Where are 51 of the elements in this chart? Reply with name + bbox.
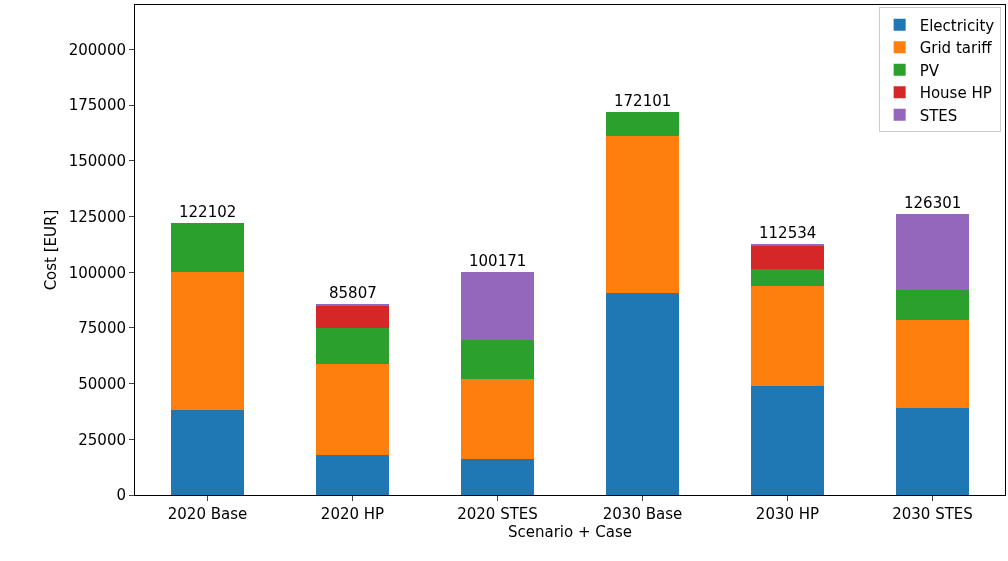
x-tick-label: 2030 HP — [755, 505, 820, 523]
total-label: 85807 — [329, 284, 377, 302]
bar — [171, 272, 244, 411]
bar — [461, 271, 534, 341]
y-tick-label: 150000 — [68, 152, 126, 171]
total-label: 126301 — [904, 194, 962, 212]
total-label: 112534 — [759, 224, 817, 242]
legend-label: Grid tariff — [919, 39, 993, 58]
y-axis-title: Cost [EUR] — [41, 209, 60, 291]
x-tick-label: 2020 Base — [167, 505, 248, 523]
bar — [606, 293, 679, 495]
legend-label: STES — [919, 106, 958, 125]
bar — [606, 111, 679, 137]
y-tick-label: 25000 — [78, 430, 126, 449]
bar — [896, 320, 969, 409]
y-tick-label: 75000 — [78, 319, 126, 338]
x-tick-label: 2020 HP — [320, 505, 385, 523]
bar — [751, 385, 824, 495]
bar — [171, 223, 244, 273]
total-label: 100171 — [469, 252, 527, 270]
bar — [171, 410, 244, 495]
x-axis-title: Scenario + Case — [507, 523, 633, 541]
bar — [461, 459, 534, 495]
bar — [896, 290, 969, 321]
x-tick-label: 2030 STES — [892, 505, 973, 523]
y-tick-label: 175000 — [68, 96, 126, 115]
bar — [896, 408, 969, 495]
bar — [461, 340, 534, 380]
y-tick-label: 50000 — [78, 374, 126, 393]
bar — [461, 379, 534, 460]
bar — [316, 305, 389, 328]
bar — [751, 245, 824, 269]
legend-label: Electricity — [919, 16, 995, 35]
legend-label: PV — [919, 61, 940, 80]
total-label: 172101 — [614, 92, 672, 110]
y-tick-label: 0 — [116, 486, 126, 505]
legend-label: House HP — [919, 84, 992, 103]
y-tick-label: 200000 — [68, 40, 126, 59]
x-tick-label: 2020 STES — [457, 505, 538, 523]
bar — [316, 363, 389, 455]
y-tick-label: 125000 — [68, 207, 126, 226]
bar — [606, 136, 679, 294]
bar — [751, 268, 824, 286]
bar — [316, 454, 389, 495]
y-tick-label: 100000 — [68, 263, 126, 282]
total-label: 122102 — [179, 203, 237, 221]
bar — [751, 285, 824, 386]
bar — [896, 213, 969, 291]
bar — [316, 303, 389, 306]
bar — [316, 327, 389, 364]
x-tick-label: 2030 Base — [602, 505, 683, 523]
